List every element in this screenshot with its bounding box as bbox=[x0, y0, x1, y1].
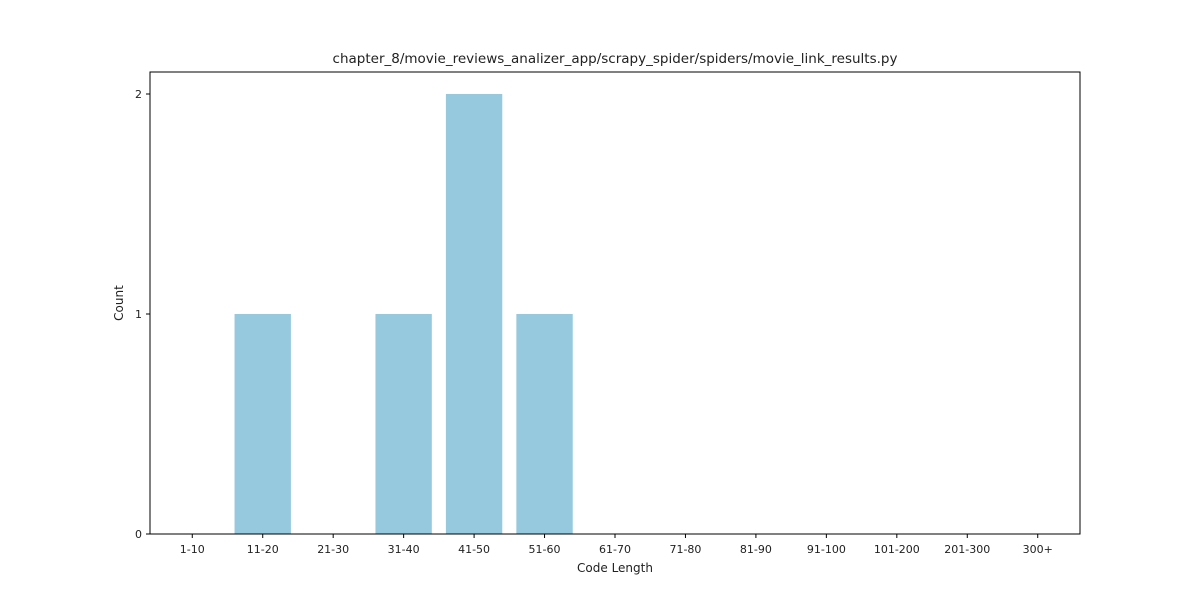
x-tick-label: 41-50 bbox=[458, 543, 490, 556]
x-tick-label: 61-70 bbox=[599, 543, 631, 556]
x-tick-label: 71-80 bbox=[669, 543, 701, 556]
bar-31-40 bbox=[375, 314, 432, 534]
x-tick-label: 51-60 bbox=[529, 543, 561, 556]
y-tick-label: 1 bbox=[135, 308, 142, 321]
y-tick-label: 0 bbox=[135, 528, 142, 541]
bars-group bbox=[234, 94, 573, 534]
x-tick-label: 91-100 bbox=[807, 543, 846, 556]
bar-51-60 bbox=[516, 314, 573, 534]
x-tick-label: 11-20 bbox=[247, 543, 279, 556]
y-axis-ticks: 0 1 2 bbox=[135, 88, 150, 541]
x-tick-label: 31-40 bbox=[388, 543, 420, 556]
x-tick-label: 81-90 bbox=[740, 543, 772, 556]
y-axis-label: Count bbox=[112, 285, 126, 321]
y-tick-label: 2 bbox=[135, 88, 142, 101]
x-axis-label: Code Length bbox=[577, 561, 653, 575]
x-tick-label: 201-300 bbox=[944, 543, 990, 556]
x-tick-label: 300+ bbox=[1023, 543, 1053, 556]
bar-11-20 bbox=[234, 314, 291, 534]
chart-title: chapter_8/movie_reviews_analizer_app/scr… bbox=[333, 51, 898, 67]
bar-41-50 bbox=[445, 94, 503, 534]
x-tick-label: 101-200 bbox=[874, 543, 920, 556]
x-tick-label: 1-10 bbox=[180, 543, 205, 556]
x-axis-ticks: 1-10 11-20 21-30 31-40 41-50 51-60 61-70 71-80 8… bbox=[180, 534, 1053, 556]
x-tick-label: 21-30 bbox=[317, 543, 349, 556]
